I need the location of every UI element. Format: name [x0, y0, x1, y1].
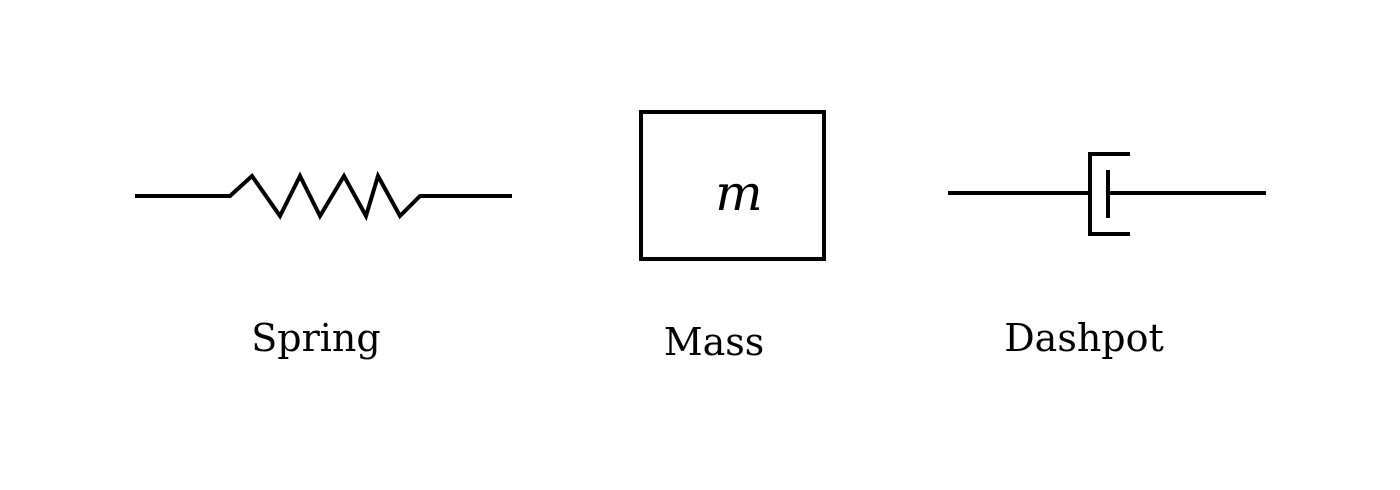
mass-block: [639, 110, 826, 261]
spring-element: Spring: [135, 170, 512, 360]
mass-symbol: m: [715, 164, 762, 222]
mass-element: m Mass: [639, 110, 826, 364]
dashpot-label: Dashpot: [1004, 316, 1164, 360]
spring-symbol: [135, 170, 512, 222]
dashpot-cylinder: [1088, 152, 1130, 236]
spring-label: Spring: [251, 316, 380, 360]
mass-label: Mass: [664, 320, 765, 364]
dashpot-element: Dashpot: [948, 152, 1266, 360]
